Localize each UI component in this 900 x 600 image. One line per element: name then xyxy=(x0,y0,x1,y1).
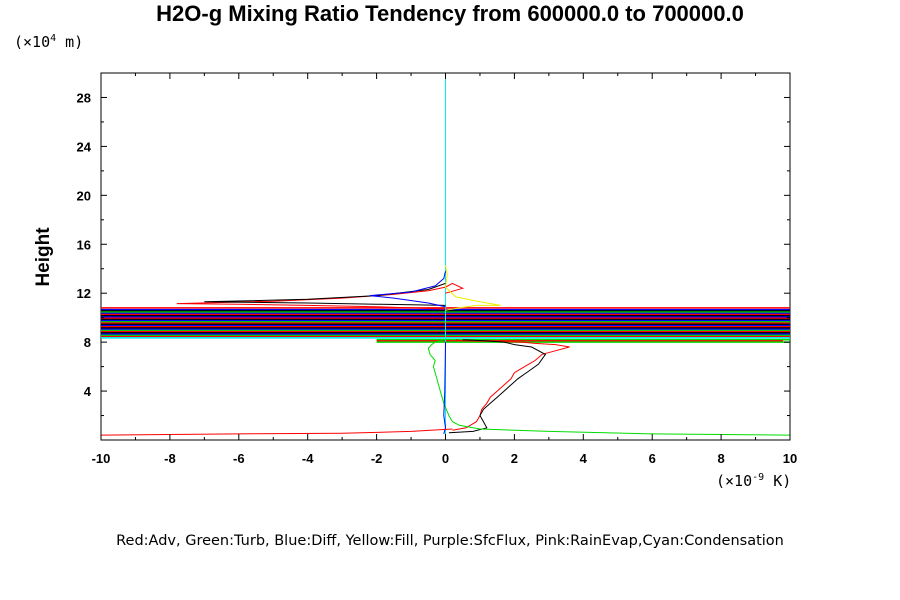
x-tick-label-6: 2 xyxy=(511,451,518,466)
x-tick-label-2: -6 xyxy=(233,451,245,466)
y-tick-label-0: 4 xyxy=(84,384,92,399)
x-tick-label-3: -4 xyxy=(302,451,314,466)
series-line-7 xyxy=(204,282,446,306)
x-axis-unit: (×10-9 K) xyxy=(716,472,792,490)
series-line-8 xyxy=(369,271,446,308)
x-tick-label-4: -2 xyxy=(371,451,383,466)
chart-title: H2O-g Mixing Ratio Tendency from 600000.… xyxy=(156,1,744,26)
y-axis-unit: (×104 m) xyxy=(14,33,84,51)
legend-caption: Red:Adv, Green:Turb, Blue:Diff, Yellow:F… xyxy=(116,533,784,549)
x-tick-label-9: 8 xyxy=(717,451,724,466)
y-tick-label-1: 8 xyxy=(84,335,91,350)
x-tick-label-0: -10 xyxy=(92,451,111,466)
y-tick-label-3: 16 xyxy=(77,237,91,252)
x-tick-label-8: 6 xyxy=(649,451,656,466)
series-line-1 xyxy=(452,339,570,431)
y-tick-label-4: 20 xyxy=(77,188,91,203)
y-tick-label-2: 12 xyxy=(77,286,91,301)
x-tick-label-1: -8 xyxy=(164,451,176,466)
series-line-9 xyxy=(444,265,501,311)
y-tick-label-6: 28 xyxy=(77,90,91,105)
y-tick-label-5: 24 xyxy=(77,139,92,154)
x-tick-label-10: 10 xyxy=(783,451,797,466)
x-tick-label-7: 4 xyxy=(580,451,588,466)
series-line-5 xyxy=(100,428,453,436)
series-line-2 xyxy=(448,339,547,434)
y-axis-label: Height xyxy=(33,227,54,287)
x-tick-label-5: 0 xyxy=(442,451,449,466)
series-line-3 xyxy=(427,339,791,436)
